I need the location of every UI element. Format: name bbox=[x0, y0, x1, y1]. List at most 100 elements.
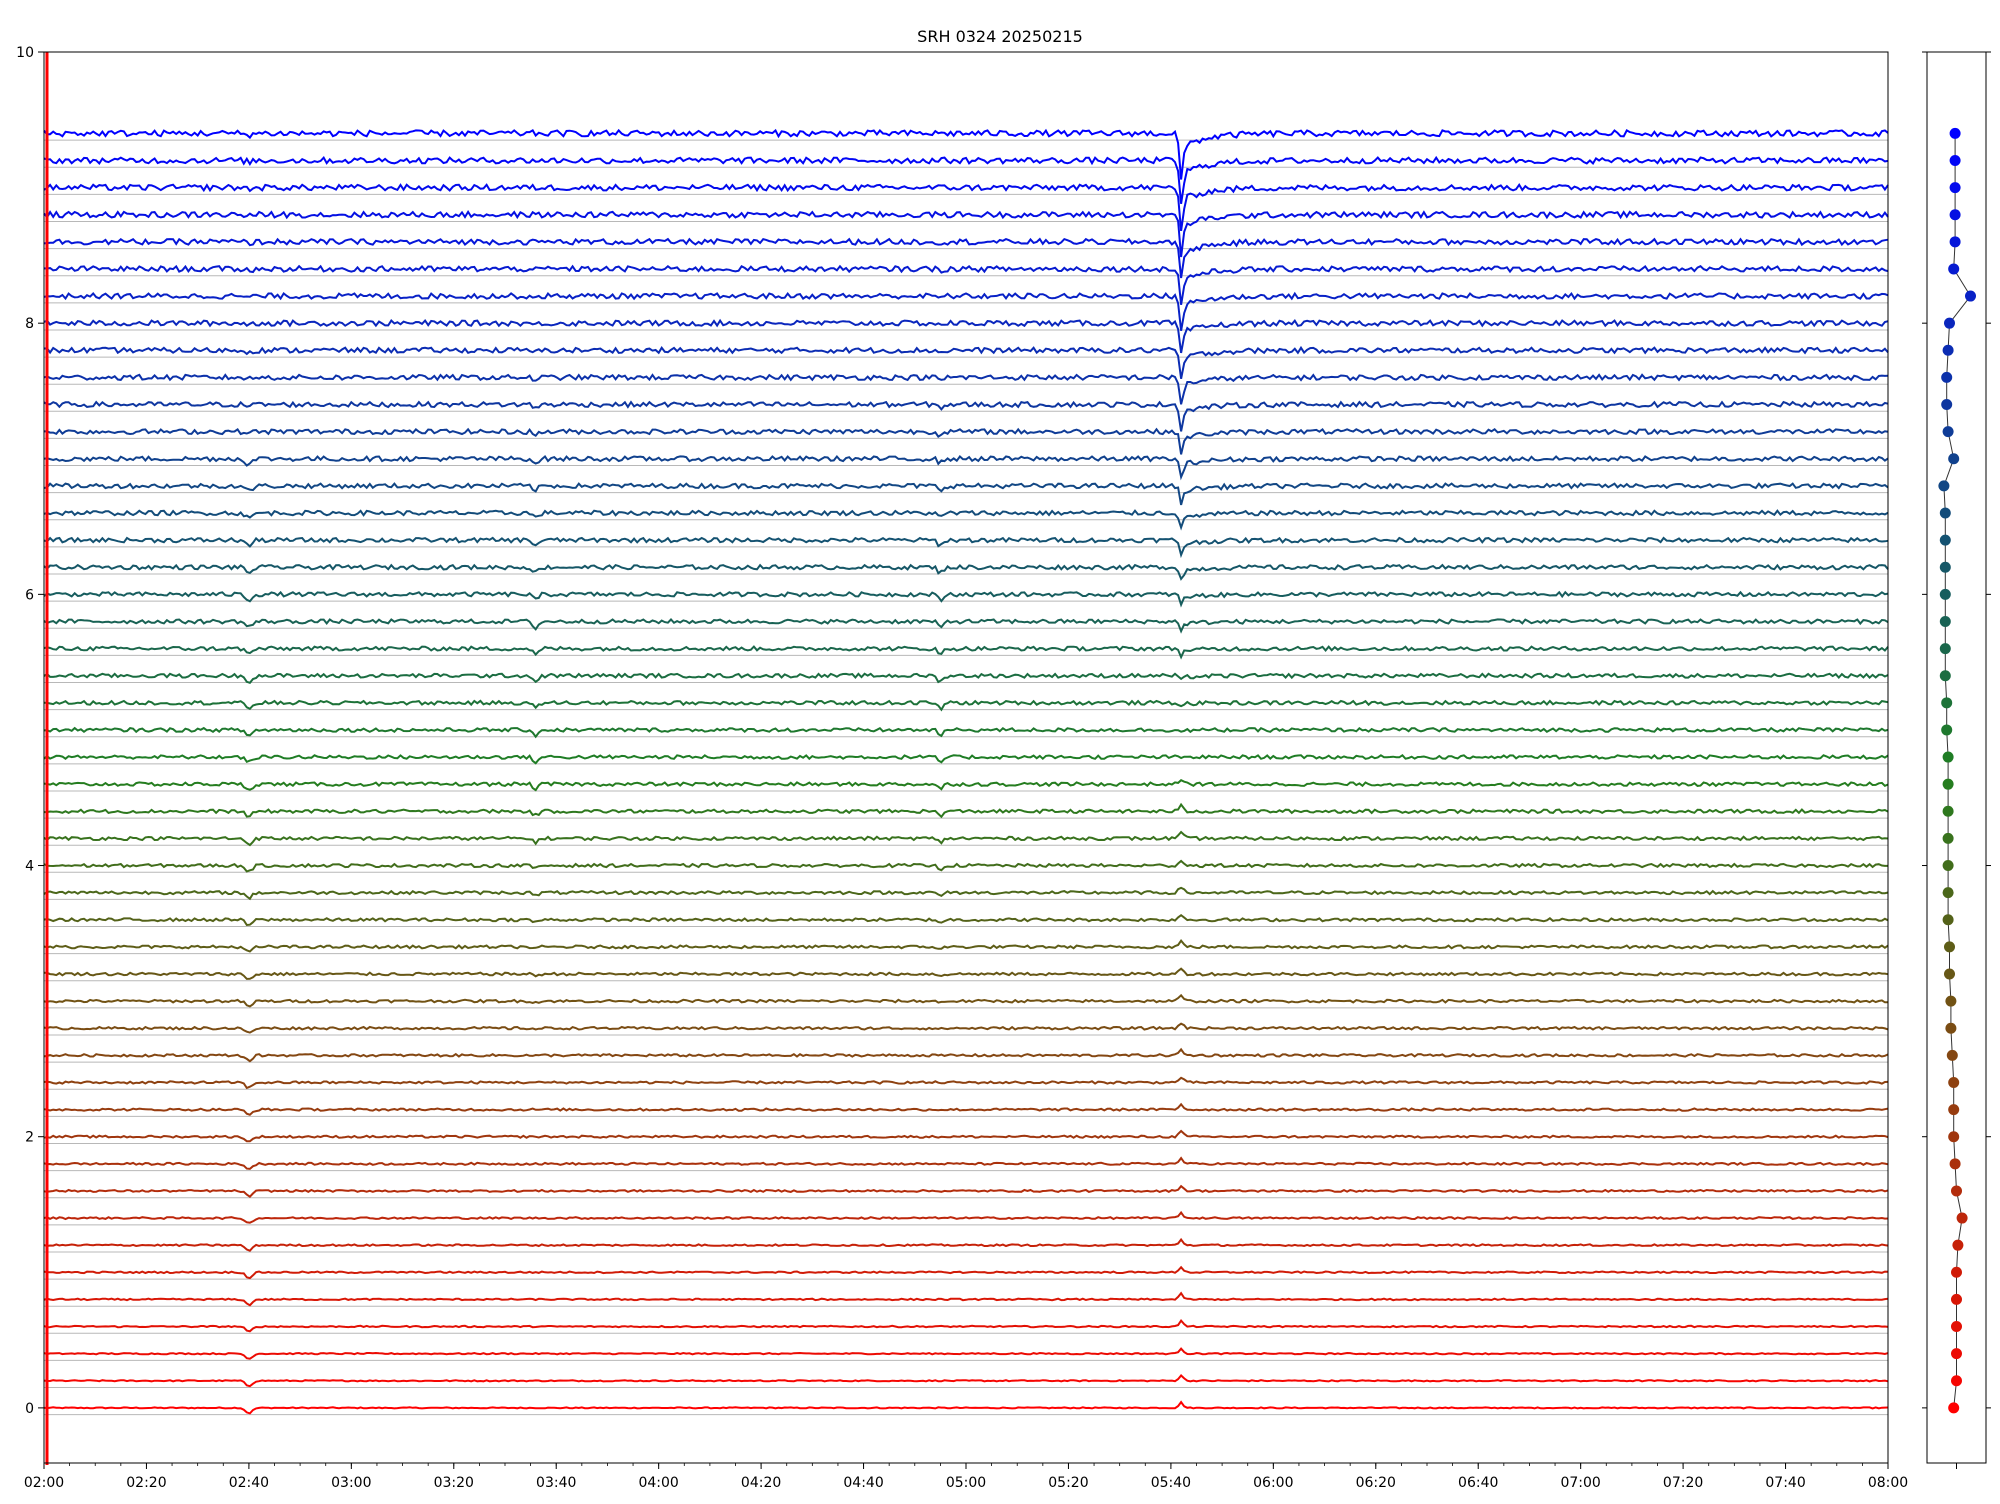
side-point bbox=[1942, 914, 1954, 926]
x-tick-label: 05:20 bbox=[1048, 1475, 1088, 1491]
series-line bbox=[43, 1129, 1889, 1143]
series-line bbox=[43, 967, 1889, 980]
x-tick-label: 02:20 bbox=[126, 1475, 166, 1491]
side-point bbox=[1948, 263, 1960, 275]
side-point bbox=[1942, 751, 1954, 763]
side-point bbox=[1939, 507, 1951, 519]
side-point bbox=[1946, 1049, 1958, 1061]
series-line bbox=[43, 563, 1889, 581]
side-point bbox=[1949, 182, 1961, 194]
side-point bbox=[1942, 805, 1954, 817]
series-line bbox=[43, 939, 1889, 953]
side-point bbox=[1948, 1402, 1960, 1414]
side-point bbox=[1949, 127, 1961, 139]
main-plot: 0 2 4 6 8 10 02:00 02:20 02:40 03:00 03:20 03:40 04:… bbox=[16, 45, 1908, 1491]
series-line bbox=[43, 237, 1889, 279]
x-tick-label: 04:00 bbox=[638, 1475, 678, 1491]
series-line bbox=[43, 779, 1889, 792]
x-tick-label: 03:20 bbox=[434, 1475, 474, 1491]
series-line bbox=[43, 1156, 1889, 1170]
x-tick-label: 05:40 bbox=[1151, 1475, 1191, 1491]
series-line bbox=[43, 1047, 1889, 1063]
side-point bbox=[1941, 371, 1953, 383]
side-point bbox=[1942, 426, 1954, 438]
series-line bbox=[43, 1237, 1889, 1252]
x-tick-label: 02:00 bbox=[24, 1475, 64, 1491]
series-line bbox=[43, 859, 1888, 873]
side-point bbox=[1939, 643, 1951, 655]
side-point bbox=[1951, 1321, 1962, 1333]
y-tick-label: 10 bbox=[16, 45, 34, 61]
side-point bbox=[1941, 399, 1953, 411]
side-point bbox=[1949, 236, 1961, 248]
x-tick-label: 07:00 bbox=[1560, 1475, 1600, 1491]
series-line bbox=[44, 802, 1889, 819]
series-line bbox=[43, 886, 1889, 901]
side-point bbox=[1942, 778, 1954, 790]
side-point bbox=[1941, 697, 1953, 709]
side-point bbox=[1948, 1131, 1960, 1143]
series-line bbox=[43, 210, 1889, 258]
x-tick-label: 08:00 bbox=[1868, 1475, 1908, 1491]
series-line bbox=[43, 264, 1889, 305]
side-scatter-panel bbox=[1922, 51, 1991, 1469]
series-line bbox=[43, 913, 1889, 927]
y-tick-label: 0 bbox=[25, 1401, 34, 1417]
y-tick-label: 8 bbox=[25, 316, 34, 332]
series-line bbox=[43, 590, 1889, 608]
side-point bbox=[1939, 615, 1951, 627]
side-point bbox=[1951, 1185, 1962, 1197]
series-line bbox=[43, 454, 1889, 481]
series-line bbox=[43, 1374, 1889, 1388]
series-line bbox=[43, 726, 1889, 739]
series-line bbox=[43, 345, 1889, 379]
x-tick-label: 06:40 bbox=[1458, 1475, 1498, 1491]
side-point bbox=[1942, 832, 1954, 844]
series-line bbox=[43, 128, 1889, 180]
side-point bbox=[1951, 1348, 1962, 1360]
series-line bbox=[43, 1210, 1889, 1224]
side-point bbox=[1949, 154, 1961, 166]
side-point bbox=[1941, 724, 1953, 736]
series-line bbox=[43, 1291, 1889, 1307]
series-line bbox=[43, 1076, 1889, 1090]
series-line bbox=[43, 699, 1889, 712]
side-point bbox=[1944, 941, 1955, 953]
series-line bbox=[43, 1184, 1889, 1199]
x-tick-label: 03:40 bbox=[536, 1475, 576, 1491]
side-point bbox=[1949, 209, 1961, 221]
series-line bbox=[43, 1400, 1889, 1415]
series-line bbox=[43, 1265, 1889, 1280]
x-tick-label: 06:20 bbox=[1356, 1475, 1396, 1491]
x-tick-label: 03:00 bbox=[331, 1475, 371, 1491]
side-point bbox=[1951, 1266, 1962, 1278]
side-point bbox=[1948, 1076, 1960, 1088]
series-line bbox=[43, 672, 1889, 684]
side-point bbox=[1939, 561, 1951, 573]
x-tick-label: 02:40 bbox=[229, 1475, 269, 1491]
side-point bbox=[1951, 1375, 1962, 1387]
side-point bbox=[1945, 995, 1957, 1007]
y-tick-label: 6 bbox=[25, 587, 34, 603]
y-tick-label: 2 bbox=[25, 1130, 34, 1146]
side-point bbox=[1956, 1212, 1968, 1224]
series-line bbox=[43, 754, 1889, 765]
side-point bbox=[1942, 860, 1954, 872]
side-point bbox=[1942, 344, 1954, 356]
side-point bbox=[1942, 887, 1954, 899]
x-tick-label: 06:00 bbox=[1253, 1475, 1293, 1491]
x-tick-label: 07:40 bbox=[1765, 1475, 1805, 1491]
x-tick-label: 05:00 bbox=[946, 1475, 986, 1491]
side-point bbox=[1945, 1022, 1957, 1034]
series-line bbox=[43, 400, 1889, 432]
side-point bbox=[1938, 480, 1950, 492]
series-line bbox=[43, 182, 1889, 232]
x-tick-label: 04:20 bbox=[741, 1475, 781, 1491]
x-tick-label: 04:40 bbox=[843, 1475, 883, 1491]
side-point bbox=[1949, 1158, 1961, 1170]
side-point bbox=[1948, 1104, 1960, 1116]
series-line bbox=[43, 291, 1889, 331]
side-point bbox=[1948, 453, 1960, 465]
series-line bbox=[43, 482, 1889, 506]
